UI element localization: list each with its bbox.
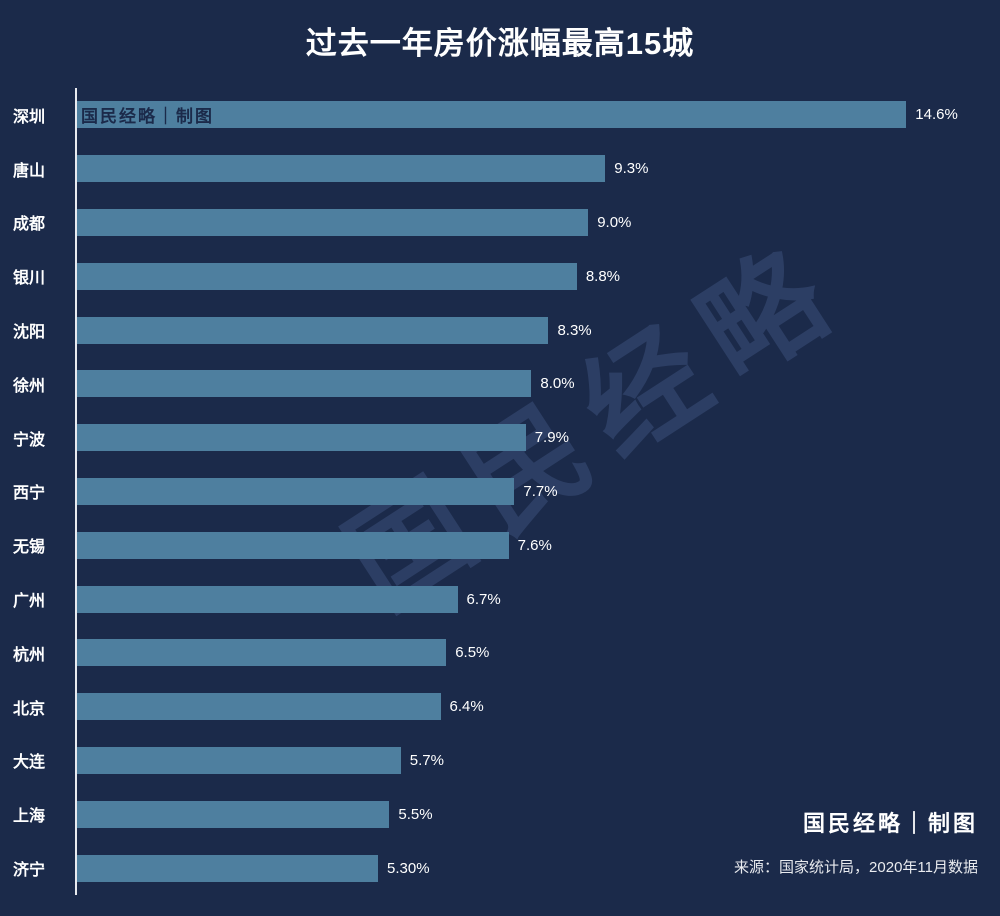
bar	[77, 262, 577, 290]
bar	[77, 531, 509, 559]
bar-row: 宁波 7.9%	[0, 411, 990, 465]
bar-area: 5.30%	[77, 854, 990, 882]
bar	[77, 693, 441, 721]
bar-row: 杭州 6.5%	[0, 626, 990, 680]
bar-area: 8.0%	[77, 370, 990, 398]
bar-area: 5.5%	[77, 800, 990, 828]
value-label: 7.9%	[534, 429, 569, 447]
bar-area: 7.7%	[77, 477, 990, 505]
bar-row: 徐州 8.0%	[0, 357, 990, 411]
category-label: 无锡	[13, 539, 46, 557]
value-label: 5.5%	[398, 805, 433, 823]
category-label: 成都	[13, 216, 46, 234]
bar-row: 深圳 国民经略｜制图 14.6%	[0, 88, 990, 142]
bar-area: 9.3%	[77, 155, 990, 183]
footer-source: 来源：国家统计局，2020年11月数据	[734, 859, 978, 876]
bar	[77, 155, 606, 183]
bar-row: 上海 5.5%	[0, 787, 990, 841]
bar-row: 沈阳 8.3%	[0, 303, 990, 357]
bar-chart: 深圳 国民经略｜制图 14.6% 唐山 9.3% 成都 9.0% 银川 8.8% 沈阳 8.3% 徐州…	[0, 88, 990, 895]
value-label: 8.0%	[540, 375, 575, 393]
bar	[77, 316, 549, 344]
bar	[77, 370, 532, 398]
bar-rows: 深圳 国民经略｜制图 14.6% 唐山 9.3% 成都 9.0% 银川 8.8% 沈阳 8.3% 徐州…	[0, 88, 990, 895]
bar	[77, 800, 390, 828]
bar-area: 5.7%	[77, 746, 990, 774]
bar-area: 8.3%	[77, 316, 990, 344]
category-label: 西宁	[13, 485, 46, 503]
bar-area: 9.0%	[77, 208, 990, 236]
bar-row: 广州 6.7%	[0, 572, 990, 626]
value-label: 6.7%	[466, 590, 501, 608]
category-label: 杭州	[13, 646, 46, 664]
category-label: 唐山	[13, 162, 46, 180]
category-label: 宁波	[13, 431, 46, 449]
value-label: 6.5%	[455, 644, 490, 662]
bar	[77, 208, 589, 236]
value-label: 6.4%	[449, 698, 484, 716]
value-label: 7.6%	[517, 536, 552, 554]
bar-area: 6.5%	[77, 639, 990, 667]
value-label: 9.0%	[597, 213, 632, 231]
bar	[77, 639, 447, 667]
value-label: 5.30%	[387, 859, 430, 877]
bar	[77, 424, 526, 452]
bar-area: 6.4%	[77, 693, 990, 721]
bar-row: 银川 8.8%	[0, 249, 990, 303]
bar	[77, 746, 401, 774]
value-label: 8.3%	[557, 321, 592, 339]
y-axis-line	[75, 88, 77, 895]
bar	[77, 477, 515, 505]
category-label: 银川	[13, 270, 46, 288]
category-label: 沈阳	[13, 324, 46, 342]
bar	[77, 854, 379, 882]
bar-area: 6.7%	[77, 585, 990, 613]
bar-row: 唐山 9.3%	[0, 142, 990, 196]
value-label: 14.6%	[915, 106, 958, 124]
value-label: 7.7%	[523, 482, 558, 500]
bar: 国民经略｜制图	[77, 101, 907, 129]
bar-area: 7.6%	[77, 531, 990, 559]
bar-area: 7.9%	[77, 424, 990, 452]
bar-row: 济宁 5.30%	[0, 841, 990, 895]
value-label: 5.7%	[409, 751, 444, 769]
bar-row: 北京 6.4%	[0, 680, 990, 734]
category-label: 上海	[13, 808, 46, 826]
bar-row: 成都 9.0%	[0, 196, 990, 250]
chart-title: 过去一年房价涨幅最高15城	[305, 26, 695, 61]
category-label: 徐州	[13, 377, 46, 395]
category-label: 北京	[13, 700, 46, 718]
bar-row: 西宁 7.7%	[0, 465, 990, 519]
category-label: 广州	[13, 593, 46, 611]
bar-area: 8.8%	[77, 262, 990, 290]
bar	[77, 585, 458, 613]
in-bar-watermark: 国民经略｜制图	[81, 107, 214, 127]
bar-area: 国民经略｜制图 14.6%	[77, 101, 990, 129]
category-label: 大连	[13, 754, 46, 772]
value-label: 8.8%	[585, 267, 621, 285]
footer-credit: 国民经略｜制图	[802, 811, 978, 836]
category-label: 深圳	[13, 108, 46, 126]
bar-row: 大连 5.7%	[0, 734, 990, 788]
value-label: 9.3%	[614, 160, 649, 178]
bar-row: 无锡 7.6%	[0, 518, 990, 572]
category-label: 济宁	[13, 862, 46, 880]
